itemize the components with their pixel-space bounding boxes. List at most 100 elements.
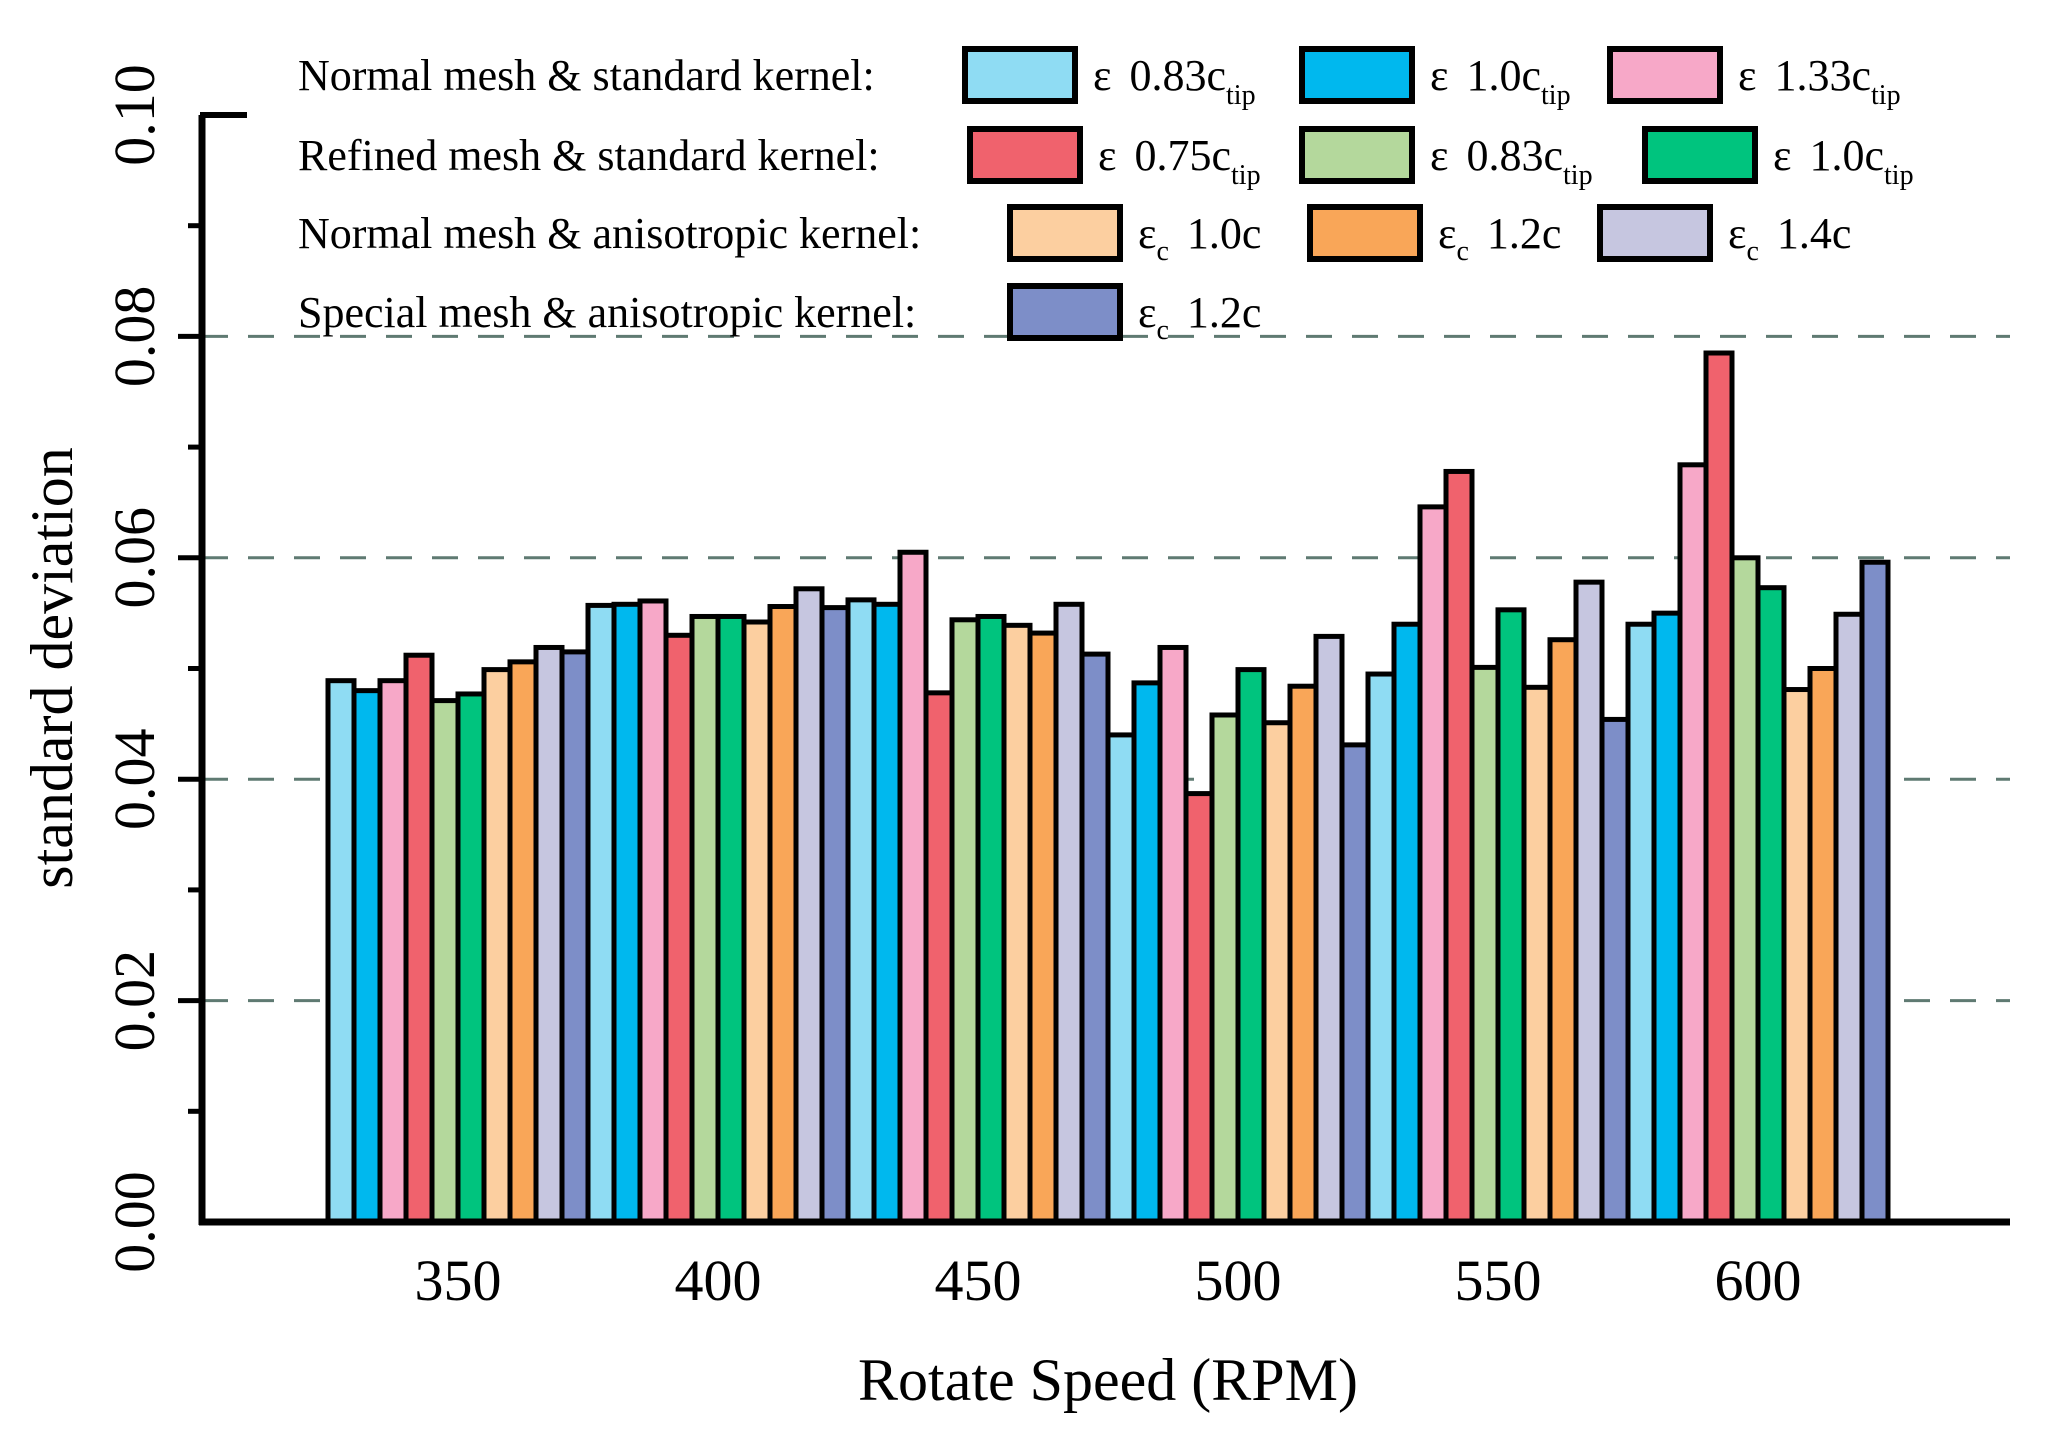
- x-tick-label: 550: [1455, 1248, 1542, 1313]
- bar: [1157, 644, 1189, 1225]
- bar: [1053, 601, 1085, 1225]
- legend-swatch: [1007, 283, 1123, 341]
- bar: [1859, 559, 1891, 1225]
- legend-entry-label: εc 1.4c: [1728, 209, 1851, 267]
- legend-group-label: Special mesh & anisotropic kernel:: [298, 288, 916, 337]
- legend-entry-label: ε 1.0ctip: [1430, 51, 1571, 111]
- bar: [1781, 687, 1813, 1225]
- bar: [715, 613, 747, 1225]
- bar: [1755, 585, 1787, 1225]
- y-tick-label: 0.04: [102, 728, 167, 830]
- bar: [1261, 720, 1293, 1225]
- y-tick-label: 0.00: [102, 1171, 167, 1273]
- bar: [871, 601, 903, 1225]
- bar: [1807, 666, 1839, 1225]
- bar: [1183, 791, 1215, 1225]
- bar: [559, 649, 591, 1225]
- bar: [351, 688, 383, 1225]
- bar: [481, 667, 513, 1225]
- legend-entry-label: εc 1.2c: [1138, 288, 1261, 346]
- bar: [429, 698, 461, 1225]
- bar: [1599, 716, 1631, 1225]
- y-tick-label: 0.02: [102, 950, 167, 1052]
- bar: [1287, 683, 1319, 1225]
- bar: [1521, 684, 1553, 1225]
- bar: [1365, 671, 1397, 1225]
- bar: [1131, 680, 1163, 1225]
- bar: [377, 678, 409, 1225]
- legend: Normal mesh & standard kernel: ε 0.83ctip ε…: [298, 46, 1914, 346]
- bar: [637, 598, 669, 1225]
- bar: [585, 602, 617, 1225]
- bar: [1677, 462, 1709, 1225]
- x-tick-label: 500: [1195, 1248, 1282, 1313]
- legend-entry-label: εc 1.0c: [1138, 209, 1261, 267]
- x-tick-label: 600: [1715, 1248, 1802, 1313]
- bar: [1339, 742, 1371, 1225]
- legend-swatch: [1307, 204, 1423, 262]
- bar: [1027, 630, 1059, 1225]
- bar: [1469, 664, 1501, 1225]
- bar: [325, 678, 357, 1225]
- bar: [1703, 350, 1735, 1225]
- legend-swatch: [962, 46, 1078, 104]
- legend-swatch: [1299, 126, 1415, 184]
- legend-group-label: Normal mesh & anisotropic kernel:: [298, 209, 921, 258]
- tick-labels: 0.00 0.02 0.04 0.06 0.08 0.10 350 400 450 500 550 6…: [102, 64, 1802, 1313]
- bar: [1651, 610, 1683, 1225]
- bar: [741, 619, 773, 1225]
- x-tick-label: 400: [675, 1248, 762, 1313]
- legend-swatch: [1299, 46, 1415, 104]
- bars: [325, 350, 1891, 1225]
- x-tick-label: 450: [935, 1248, 1022, 1313]
- legend-entry-label: ε 1.33ctip: [1738, 51, 1901, 111]
- bar: [1105, 732, 1137, 1225]
- y-tick-label: 0.10: [102, 64, 167, 166]
- legend-group-label: Refined mesh & standard kernel:: [298, 131, 880, 180]
- bar: [845, 597, 877, 1225]
- legend-entry-label: ε 1.0ctip: [1773, 131, 1914, 191]
- bar: [1443, 468, 1475, 1225]
- bar: [507, 659, 539, 1225]
- bar: [1209, 712, 1241, 1225]
- bar: [1391, 621, 1423, 1225]
- bar: [1313, 633, 1345, 1225]
- legend-group-label: Normal mesh & standard kernel:: [298, 51, 875, 100]
- legend-entry-label: ε 0.83ctip: [1093, 51, 1256, 111]
- bar: [663, 632, 695, 1225]
- legend-swatch: [1597, 204, 1713, 262]
- y-axis-title: standard deviation: [19, 447, 85, 889]
- legend-swatch: [1607, 46, 1723, 104]
- legend-swatch: [967, 126, 1083, 184]
- bar: [611, 601, 643, 1225]
- bar: [1625, 621, 1657, 1225]
- bar: [1079, 651, 1111, 1225]
- bar: [975, 613, 1007, 1225]
- bar: [1495, 607, 1527, 1225]
- bar: [1729, 555, 1761, 1225]
- legend-swatch: [1007, 204, 1123, 262]
- bar: [1235, 667, 1267, 1225]
- y-tick-label: 0.08: [102, 286, 167, 388]
- y-tick-label: 0.06: [102, 507, 167, 609]
- x-tick-label: 350: [415, 1248, 502, 1313]
- legend-entry-label: εc 1.2c: [1438, 209, 1561, 267]
- bar: [1573, 579, 1605, 1225]
- x-axis-title: Rotate Speed (RPM): [858, 1347, 1358, 1413]
- bar: [767, 604, 799, 1225]
- axes: [178, 112, 2010, 1226]
- bar: [1547, 637, 1579, 1225]
- bar: [403, 652, 435, 1225]
- bar: [1001, 622, 1033, 1225]
- bar: [923, 690, 955, 1225]
- bar: [949, 617, 981, 1225]
- bar: [819, 605, 851, 1225]
- bar: [455, 691, 487, 1225]
- bar: [533, 644, 565, 1225]
- legend-entry-label: ε 0.83ctip: [1430, 131, 1593, 191]
- bar: [793, 586, 825, 1225]
- bar: [897, 549, 929, 1225]
- bar: [1417, 504, 1449, 1225]
- legend-entry-label: ε 0.75ctip: [1098, 131, 1261, 191]
